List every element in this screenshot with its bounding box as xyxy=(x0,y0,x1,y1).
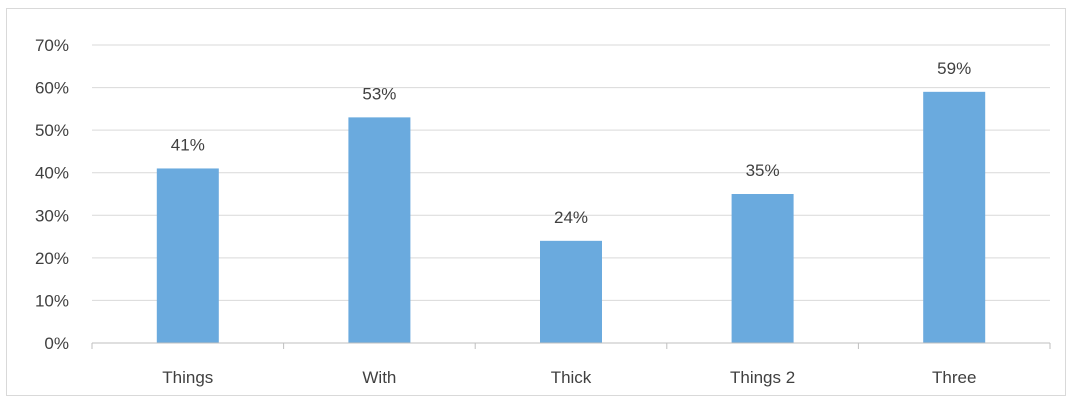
data-label: 24% xyxy=(554,208,588,227)
y-tick-label: 60% xyxy=(35,79,69,98)
data-label: 59% xyxy=(937,59,971,78)
x-tick-label: Three xyxy=(932,368,976,387)
bar xyxy=(731,194,794,343)
data-labels: 41% 53% 24% 35% 59% xyxy=(171,59,971,227)
bar xyxy=(923,91,986,343)
y-tick-label: 40% xyxy=(35,164,69,183)
y-tick-label: 10% xyxy=(35,291,69,310)
y-tick-label: 30% xyxy=(35,206,69,225)
bar xyxy=(156,168,219,343)
bar xyxy=(348,117,411,343)
x-axis xyxy=(91,342,1051,349)
bar xyxy=(540,240,602,343)
x-tick-label: Thick xyxy=(551,368,592,387)
y-tick-label: 70% xyxy=(35,36,69,55)
bars xyxy=(156,91,986,343)
x-tick-label: Things 2 xyxy=(730,368,795,387)
data-label: 35% xyxy=(746,161,780,180)
y-tick-label: 0% xyxy=(44,334,69,353)
y-tick-label: 20% xyxy=(35,249,69,268)
y-tick-label: 50% xyxy=(35,121,69,140)
y-axis-tick-labels: 0% 10% 20% 30% 40% 50% 60% 70% xyxy=(35,36,69,353)
gridlines xyxy=(92,44,1050,301)
data-label: 41% xyxy=(171,135,205,154)
x-tick-label: With xyxy=(362,368,396,387)
x-axis-tick-labels: Things With Thick Things 2 Three xyxy=(162,368,976,387)
data-label: 53% xyxy=(362,84,396,103)
x-tick-label: Things xyxy=(162,368,213,387)
